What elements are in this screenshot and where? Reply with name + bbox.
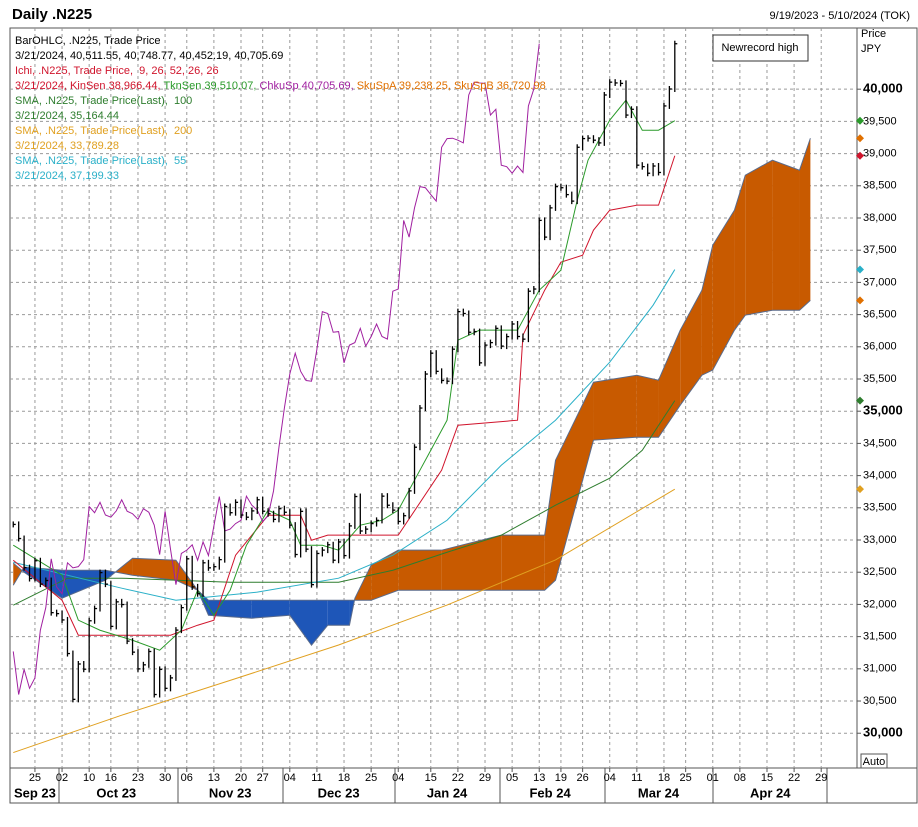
y-tick-label: 30,500 — [863, 695, 897, 707]
month-label: Sep 23 — [14, 785, 56, 800]
x-tick-label: 19 — [555, 772, 567, 784]
y-tick-label: 40,000 — [863, 81, 903, 96]
legend-entry: Ichi, .N225, Trade Price, 9, 26, 52, 26,… — [15, 65, 219, 77]
y-tick-label: 38,000 — [863, 212, 897, 224]
month-label: Apr 24 — [750, 785, 791, 800]
y-tick-label: 34,500 — [863, 437, 897, 449]
y-tick-label: 36,500 — [863, 309, 897, 321]
x-tick-label: 01 — [707, 772, 719, 784]
y-tick-label: 32,500 — [863, 566, 897, 578]
month-label: Mar 24 — [638, 785, 680, 800]
x-tick-label: 15 — [761, 772, 773, 784]
annotation: Newrecord high — [721, 42, 798, 54]
month-label: Oct 23 — [96, 785, 136, 800]
legend-entry: 3/21/2024, 33,789.28 — [15, 140, 119, 152]
x-tick-label: 10 — [83, 772, 95, 784]
x-tick-label: 18 — [658, 772, 670, 784]
legend-line: 3/21/2024, 33,789.28 — [15, 140, 119, 152]
cloud — [501, 535, 544, 590]
legend-entry: ChkuSp 40,705.69, — [259, 80, 356, 92]
legend-entry: BarOHLC, .N225, Trade Price — [15, 35, 161, 47]
legend-entry: 3/21/2024, KinSen 38,966.44, — [15, 80, 163, 92]
x-tick-label: 11 — [311, 772, 322, 784]
x-tick-label: 15 — [425, 772, 437, 784]
legend-line: SMA, .N225, Trade Price(Last), 100 — [15, 95, 192, 107]
x-tick-label: 30 — [159, 772, 171, 784]
x-tick-label: 26 — [576, 772, 588, 784]
axis-title: Price — [861, 28, 886, 40]
legend-line: Ichi, .N225, Trade Price, 9, 26, 52, 26,… — [15, 65, 219, 77]
x-tick-label: 06 — [181, 772, 193, 784]
x-tick-label: 27 — [257, 772, 269, 784]
x-tick-label: 04 — [392, 772, 404, 784]
x-tick-label: 25 — [29, 772, 41, 784]
cloud — [772, 160, 799, 310]
legend-entry: SkuSpA 39,238.25, — [357, 80, 454, 92]
y-tick-label: 37,000 — [863, 276, 897, 288]
x-tick-label: 05 — [506, 772, 518, 784]
legend-line: 3/21/2024, 37,199.33 — [15, 170, 119, 182]
y-tick-label: 31,000 — [863, 663, 897, 675]
legend-entry: SMA, .N225, Trade Price(Last), 100 — [15, 95, 192, 107]
x-tick-label: 22 — [452, 772, 464, 784]
month-label: Nov 23 — [209, 785, 252, 800]
x-tick-label: 13 — [533, 772, 545, 784]
month-label: Dec 23 — [318, 785, 360, 800]
date-range: 9/19/2023 - 5/10/2024 (TOK) — [770, 10, 910, 22]
legend-entry: SkuSpB 36,720.98 — [454, 80, 546, 92]
cloud — [637, 375, 659, 437]
y-tick-label: 35,500 — [863, 373, 897, 385]
y-tick-label: 30,000 — [863, 725, 903, 740]
legend-entry: SMA, .N225, Trade Price(Last), 55 — [15, 155, 186, 167]
y-tick-label: 39,500 — [863, 115, 897, 127]
legend-entry: SMA, .N225, Trade Price(Last), 200 — [15, 125, 192, 137]
month-label: Feb 24 — [529, 785, 571, 800]
x-tick-label: 25 — [365, 772, 377, 784]
x-tick-label: 04 — [604, 772, 616, 784]
legend-line: 3/21/2024, 40,511.55, 40,748.77, 40,452.… — [15, 50, 283, 62]
y-tick-label: 33,000 — [863, 534, 897, 546]
x-tick-label: 22 — [788, 772, 800, 784]
legend-line: SMA, .N225, Trade Price(Last), 200 — [15, 125, 192, 137]
x-tick-label: 11 — [631, 772, 642, 784]
x-tick-label: 08 — [734, 772, 746, 784]
x-tick-label: 29 — [815, 772, 827, 784]
x-tick-label: 18 — [338, 772, 350, 784]
y-tick-label: 34,000 — [863, 470, 897, 482]
y-tick-label: 38,500 — [863, 180, 897, 192]
x-tick-label: 16 — [105, 772, 117, 784]
legend-line: 3/21/2024, 35,164.44 — [15, 110, 119, 122]
month-label: Jan 24 — [427, 785, 468, 800]
cloud — [328, 600, 350, 625]
legend-entry: 3/21/2024, 37,199.33 — [15, 170, 119, 182]
x-tick-label: 29 — [479, 772, 491, 784]
y-tick-label: 31,500 — [863, 631, 897, 643]
legend-entry: 3/21/2024, 40,511.55, 40,748.77, 40,452.… — [15, 50, 283, 62]
legend-line: SMA, .N225, Trade Price(Last), 55 — [15, 155, 186, 167]
y-tick-label: 35,000 — [863, 403, 903, 418]
legend-entry: TknSen 39,510.07, — [163, 80, 259, 92]
x-tick-label: 04 — [284, 772, 296, 784]
x-tick-label: 13 — [208, 772, 220, 784]
y-tick-label: 36,000 — [863, 341, 897, 353]
x-tick-label: 20 — [235, 772, 247, 784]
legend-line: BarOHLC, .N225, Trade Price — [15, 35, 161, 47]
y-tick-label: 33,500 — [863, 502, 897, 514]
cloud — [593, 375, 636, 440]
y-tick-label: 39,000 — [863, 147, 897, 159]
x-tick-label: 23 — [132, 772, 144, 784]
legend-line: 3/21/2024, KinSen 38,966.44, TknSen 39,5… — [15, 80, 546, 92]
y-tick-label: 37,500 — [863, 244, 897, 256]
x-tick-label: 02 — [56, 772, 68, 784]
legend-entry: 3/21/2024, 35,164.44 — [15, 110, 119, 122]
axis-unit: JPY — [861, 43, 882, 55]
scale-mode[interactable]: Auto — [863, 756, 886, 768]
y-tick-label: 32,000 — [863, 598, 897, 610]
x-tick-label: 25 — [680, 772, 692, 784]
cloud — [745, 160, 772, 315]
chart-title: Daily .N225 — [12, 6, 92, 23]
